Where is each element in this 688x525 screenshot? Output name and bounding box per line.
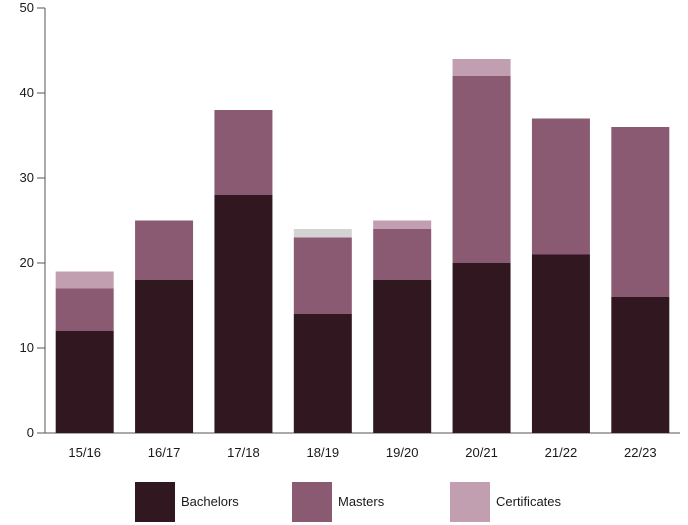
- bar-segment-masters-19-20: [373, 229, 432, 280]
- x-tick-label: 21/22: [545, 445, 578, 460]
- bar-segment-masters-16-17: [135, 220, 194, 280]
- bar-segment-bachelors-21-22: [531, 254, 590, 433]
- y-tick-label: 30: [20, 170, 34, 185]
- x-tick-label: 19/20: [386, 445, 419, 460]
- x-tick-label: 20/21: [465, 445, 498, 460]
- bar-segment-bachelors-17-18: [214, 195, 273, 433]
- y-axis: 0 10 20 30 40 50: [20, 0, 46, 440]
- bars: [55, 59, 670, 433]
- x-tick-label: 18/19: [307, 445, 340, 460]
- bar-segment-certificates-20-21: [452, 59, 511, 76]
- y-tick-label: 40: [20, 85, 34, 100]
- bar-segment-certificates-19-20: [373, 220, 432, 229]
- x-tick-label: 17/18: [227, 445, 260, 460]
- bar-segment-masters-21-22: [531, 118, 590, 255]
- legend: Bachelors Masters Certificates: [135, 482, 562, 522]
- legend-label-bachelors: Bachelors: [181, 494, 239, 509]
- legend-label-masters: Masters: [338, 494, 385, 509]
- x-tick-label: 22/23: [624, 445, 657, 460]
- bar-segment-masters-15-16: [55, 288, 114, 331]
- x-tick-label: 15/16: [68, 445, 101, 460]
- bar-segment-bachelors-18-19: [293, 314, 352, 433]
- bar-segment-bachelors-16-17: [135, 280, 194, 433]
- x-axis: 15/16 16/17 17/18 18/19 19/20 20/21 21/22 22/23: [45, 432, 680, 460]
- y-tick-label: 20: [20, 255, 34, 270]
- legend-label-certificates: Certificates: [496, 494, 562, 509]
- x-tick-label: 16/17: [148, 445, 181, 460]
- y-tick-label: 50: [20, 0, 34, 15]
- bar-segment-masters-18-19: [293, 237, 352, 314]
- bar-segment-masters-17-18: [214, 110, 273, 195]
- bar-segment-bachelors-15-16: [55, 331, 114, 433]
- y-tick-label: 0: [27, 425, 34, 440]
- legend-swatch-masters: [292, 482, 332, 522]
- bar-segment-bachelors-20-21: [452, 263, 511, 433]
- bar-segment-certificates-15-16: [55, 271, 114, 289]
- bar-segment-bachelors-19-20: [373, 280, 432, 433]
- y-tick-label: 10: [20, 340, 34, 355]
- bar-segment-certificates-18-19: [293, 229, 352, 238]
- bar-segment-masters-22-23: [611, 127, 670, 297]
- bar-segment-masters-20-21: [452, 76, 511, 263]
- legend-swatch-bachelors: [135, 482, 175, 522]
- legend-swatch-certificates: [450, 482, 490, 522]
- bar-segment-bachelors-22-23: [611, 297, 670, 433]
